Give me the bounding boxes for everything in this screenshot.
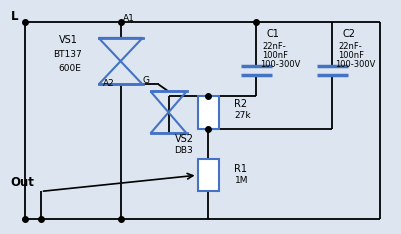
FancyBboxPatch shape [198,96,219,129]
Text: 22nF-: 22nF- [262,42,286,51]
Text: A1: A1 [123,14,134,23]
Text: DB3: DB3 [174,146,193,155]
Text: 100nF: 100nF [338,51,365,60]
Text: VS1: VS1 [59,35,77,45]
Text: 100-300V: 100-300V [336,60,376,69]
Text: R1: R1 [235,164,247,174]
Text: 1M: 1M [235,176,248,186]
Text: Out: Out [11,176,34,189]
Text: 100-300V: 100-300V [259,60,300,69]
Text: 22nF-: 22nF- [338,42,362,51]
Text: C1: C1 [266,29,279,39]
Text: R2: R2 [235,99,247,109]
Text: C2: C2 [342,29,355,39]
Text: A2: A2 [103,79,114,88]
Text: 100nF: 100nF [262,51,288,60]
Text: VS2: VS2 [174,134,194,144]
Text: G: G [143,76,150,85]
Text: BT137: BT137 [53,50,81,59]
Text: L: L [11,11,18,23]
Text: 27k: 27k [235,111,251,120]
Text: 600E: 600E [59,64,81,73]
FancyBboxPatch shape [198,159,219,191]
